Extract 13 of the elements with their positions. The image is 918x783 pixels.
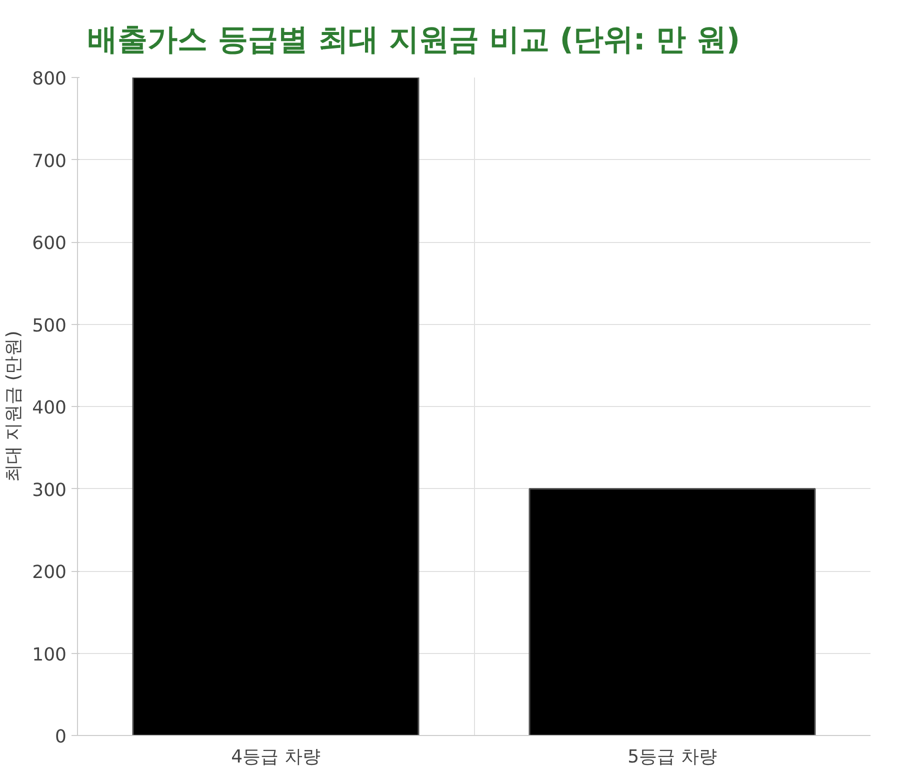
y-tick-label: 600 xyxy=(32,233,67,254)
chart-title: 배출가스 등급별 최대 지원금 비교 (단위: 만 원) xyxy=(88,22,740,58)
y-tick-label: 100 xyxy=(32,644,67,666)
y-tick-label: 400 xyxy=(32,398,67,418)
y-axis-title: 최대 지원금 (만원) xyxy=(3,330,24,482)
x-tick-label: 4등급 차량 xyxy=(231,746,320,768)
y-tick-label: 200 xyxy=(32,562,67,583)
y-tick-label: 700 xyxy=(32,150,67,172)
y-tick-label: 0 xyxy=(55,726,66,748)
y-tick-label: 800 xyxy=(32,68,67,90)
y-tick-label: 500 xyxy=(32,315,67,336)
x-tick-label: 5등급 차량 xyxy=(628,746,717,768)
y-tick-label: 300 xyxy=(32,480,67,501)
